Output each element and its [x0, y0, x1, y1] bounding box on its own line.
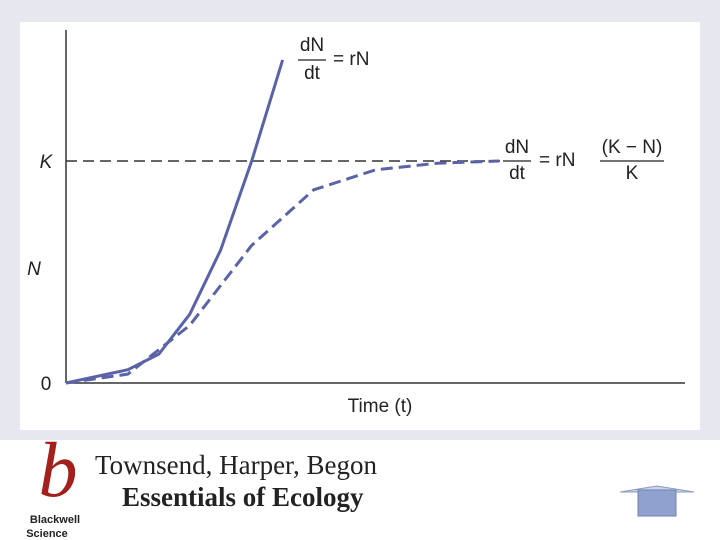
equation-factor-denominator: K [626, 163, 639, 184]
footer: b Blackwell Science Townsend, Harper, Be… [26, 426, 695, 540]
equation-numerator: dN [505, 137, 529, 158]
equation-rhs: = rN [539, 150, 575, 171]
equation-numerator: dN [300, 35, 324, 56]
equation-exponential: dN dt = rN [298, 35, 369, 84]
equation-logistic: dN dt = rN (K − N) K [503, 137, 664, 184]
publisher-name: Science [26, 528, 68, 540]
y-tick-label: 0 [41, 374, 52, 395]
x-axis-label: Time (t) [348, 396, 413, 417]
equation-factor-numerator: (K − N) [602, 137, 663, 158]
line-series [65, 159, 500, 385]
y-axis-label: N [27, 259, 41, 280]
home-button[interactable] [619, 485, 695, 517]
equation-rhs: = rN [333, 49, 369, 70]
equation-denominator: dt [304, 63, 321, 84]
y-tick-label: K [40, 152, 54, 173]
chart-background [20, 22, 700, 430]
equation-denominator: dt [509, 163, 526, 184]
book-title: Essentials of Ecology [122, 482, 364, 512]
publisher-name: Blackwell [30, 514, 80, 526]
publisher-logo: b [39, 426, 78, 513]
line-series [65, 59, 285, 385]
authors: Townsend, Harper, Begon [95, 450, 377, 480]
home-icon[interactable] [637, 489, 677, 517]
